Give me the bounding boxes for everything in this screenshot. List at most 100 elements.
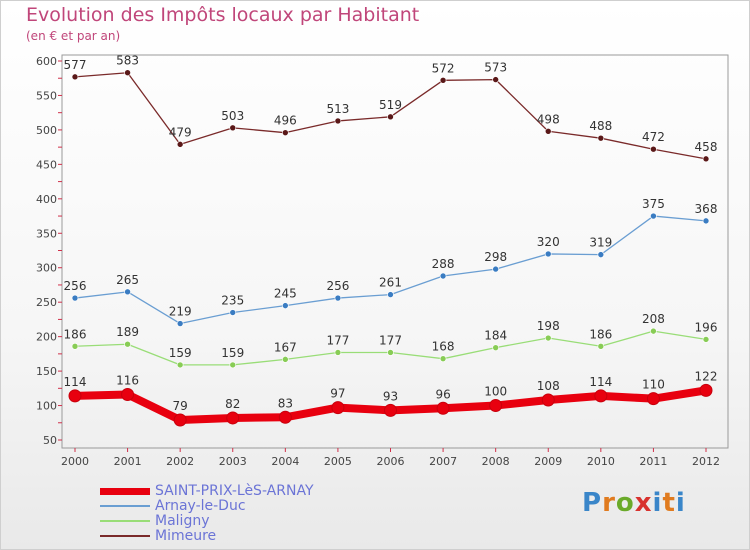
legend-swatch — [100, 535, 150, 537]
data-label: 189 — [116, 325, 139, 339]
x-tick-label: 2000 — [61, 455, 89, 468]
data-label: 114 — [589, 375, 612, 389]
data-label: 186 — [64, 327, 87, 341]
legend-item: SAINT-PRIX-LèS-ARNAY — [100, 483, 420, 499]
data-point — [71, 73, 79, 81]
data-point — [121, 388, 135, 402]
legend-swatch — [100, 520, 150, 522]
data-label: 288 — [432, 257, 455, 271]
data-point — [384, 403, 397, 417]
data-label: 256 — [64, 279, 87, 293]
brand-letter: o — [615, 488, 635, 518]
data-point — [71, 294, 79, 302]
data-point — [176, 141, 184, 148]
data-label: 256 — [326, 279, 349, 293]
plot-area — [61, 54, 729, 449]
data-label: 319 — [589, 236, 612, 250]
data-point — [439, 355, 447, 362]
legend-label: SAINT-PRIX-LèS-ARNAY — [155, 483, 314, 499]
data-point — [650, 212, 657, 220]
legend: SAINT-PRIX-LèS-ARNAY Arnay-le-Duc Maligny M… — [100, 483, 420, 544]
data-label: 235 — [221, 294, 244, 308]
y-tick-label: 100 — [36, 400, 57, 413]
data-point — [436, 401, 450, 415]
legend-swatch — [100, 487, 150, 495]
data-point — [176, 361, 184, 369]
data-point — [544, 250, 552, 258]
x-tick-label: 2002 — [166, 455, 194, 468]
data-label: 82 — [225, 397, 240, 411]
data-label: 93 — [383, 389, 398, 403]
y-tick-label: 150 — [36, 365, 57, 378]
data-point — [544, 127, 552, 135]
data-label: 498 — [537, 112, 560, 126]
x-tick-label: 2005 — [324, 455, 352, 468]
data-label: 265 — [116, 273, 139, 287]
brand-letter: i — [675, 488, 686, 518]
data-point — [229, 309, 237, 316]
x-tick-label: 2012 — [692, 455, 720, 468]
data-label: 83 — [278, 396, 293, 410]
data-point — [334, 117, 342, 125]
x-tick-label: 2007 — [429, 455, 457, 468]
brand-logo: Proxiti — [582, 488, 686, 518]
data-label: 513 — [326, 102, 349, 116]
y-tick-label: 400 — [36, 193, 57, 206]
data-point — [702, 217, 710, 225]
data-point — [544, 334, 552, 342]
x-tick-label: 2003 — [219, 455, 247, 468]
line-chart: 50 100 150 200 250 300 350 400 450 500 550 600 2000 2… — [36, 54, 729, 468]
data-point — [597, 251, 605, 258]
data-label: 261 — [379, 276, 402, 290]
data-label: 196 — [695, 320, 718, 334]
y-tick-label: 550 — [36, 89, 57, 102]
data-point — [492, 76, 499, 83]
data-label: 100 — [484, 385, 507, 399]
data-point — [68, 389, 82, 403]
data-label: 472 — [642, 130, 665, 144]
legend-label: Arnay-le-Duc — [155, 498, 246, 514]
data-point — [702, 336, 710, 343]
data-point — [699, 383, 713, 397]
x-tick-label: 2004 — [271, 455, 299, 468]
data-label: 159 — [221, 346, 244, 360]
data-label: 122 — [695, 369, 718, 383]
data-label: 177 — [379, 333, 402, 347]
data-label: 496 — [274, 114, 297, 128]
data-label: 488 — [589, 119, 612, 133]
data-point — [541, 393, 555, 407]
data-label: 577 — [64, 58, 87, 72]
brand-letter: r — [602, 488, 616, 518]
x-tick-label: 2009 — [534, 455, 562, 468]
legend-item: Arnay-le-Duc — [100, 498, 420, 514]
data-point — [594, 389, 608, 403]
legend-swatch — [100, 505, 150, 507]
data-label: 375 — [642, 197, 665, 211]
data-label: 503 — [221, 109, 244, 123]
data-label: 479 — [169, 125, 192, 139]
legend-item: Mimeure — [100, 528, 420, 544]
y-tick-label: 250 — [36, 296, 57, 309]
data-point — [282, 129, 289, 136]
data-point — [439, 272, 447, 280]
brand-letter: P — [582, 488, 603, 518]
data-label: 573 — [484, 61, 507, 75]
data-point — [650, 145, 657, 153]
data-label: 108 — [537, 379, 560, 393]
data-point — [492, 344, 499, 351]
x-tick-label: 2006 — [377, 455, 405, 468]
data-label: 116 — [116, 374, 139, 388]
data-point — [282, 356, 289, 363]
y-tick-label: 450 — [36, 158, 57, 171]
x-tick-label: 2011 — [639, 455, 667, 468]
data-label: 245 — [274, 287, 297, 301]
y-tick-label: 600 — [36, 55, 57, 68]
data-point — [492, 265, 499, 273]
data-label: 219 — [169, 305, 192, 319]
data-point — [124, 340, 131, 348]
data-label: 320 — [537, 235, 560, 249]
data-point — [387, 113, 394, 121]
data-label: 159 — [169, 346, 192, 360]
brand-letter: i — [652, 488, 663, 518]
